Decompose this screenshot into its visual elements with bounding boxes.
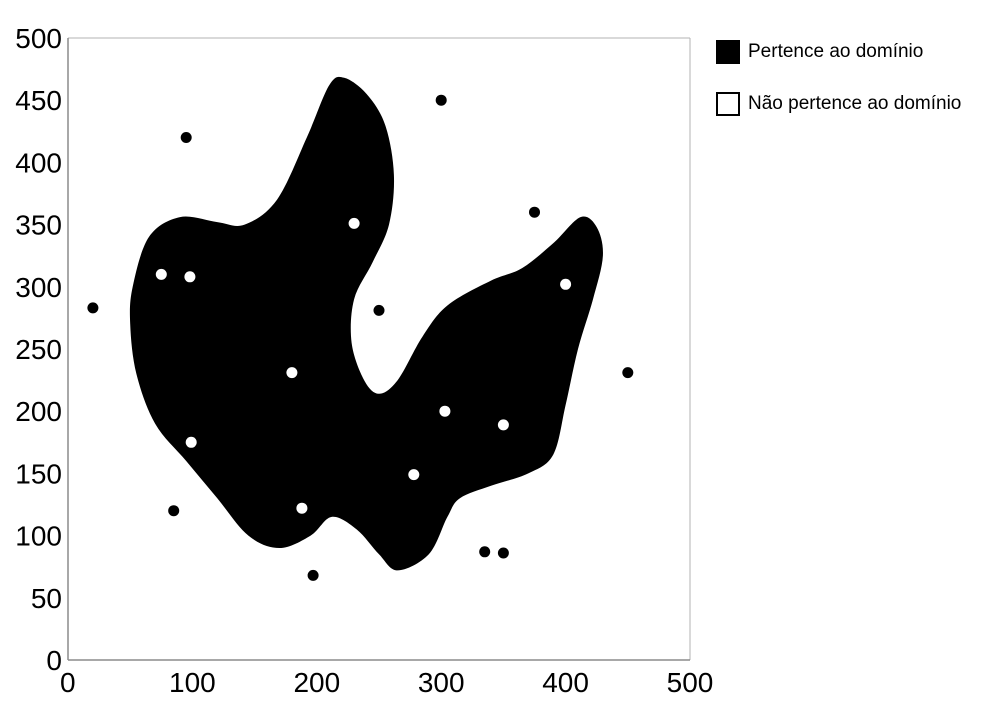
point-not-in-domain	[348, 217, 360, 229]
point-in-domain	[479, 546, 491, 558]
domain-region	[129, 76, 603, 571]
point-not-in-domain	[439, 405, 451, 417]
legend-item-in-domain: Pertence ao domínio	[716, 38, 961, 66]
point-not-in-domain	[155, 268, 167, 280]
point-in-domain	[307, 569, 319, 581]
legend-label-in-domain: Pertence ao domínio	[748, 41, 924, 62]
legend-label-not-in-domain: Não pertence ao domínio	[748, 93, 962, 114]
point-in-domain	[435, 94, 447, 106]
point-not-in-domain	[560, 278, 572, 290]
y-tick-label: 50	[31, 583, 62, 614]
y-tick-label: 100	[15, 521, 62, 552]
x-tick-label: 100	[169, 667, 216, 698]
tick-labels: 0 100 200 300 400 500 0 50 100 150 200 250 300 350 400…	[15, 23, 713, 698]
legend-swatch-not-in-domain	[716, 92, 740, 116]
y-tick-label: 200	[15, 396, 62, 427]
point-in-domain	[180, 132, 192, 143]
x-tick-label: 500	[667, 667, 714, 698]
point-in-domain	[87, 302, 99, 314]
y-tick-label: 300	[15, 272, 62, 303]
point-not-in-domain	[497, 419, 509, 431]
y-tick-label: 0	[46, 645, 62, 676]
point-in-domain	[622, 367, 634, 379]
legend: Pertence ao domínio Não pertence ao domí…	[716, 38, 961, 142]
point-not-in-domain	[185, 436, 197, 448]
axes	[67, 37, 691, 661]
point-not-in-domain	[184, 271, 196, 283]
point-not-in-domain	[408, 469, 420, 481]
legend-item-not-in-domain: Não pertence ao domínio	[716, 90, 961, 118]
y-tick-label: 350	[15, 210, 62, 241]
point-not-in-domain	[296, 502, 308, 514]
point-in-domain	[529, 206, 540, 218]
y-tick-label: 450	[15, 85, 62, 116]
x-tick-label: 0	[60, 667, 76, 698]
point-not-in-domain	[286, 367, 298, 379]
y-tick-label: 500	[15, 23, 62, 54]
point-in-domain	[497, 547, 509, 559]
x-tick-label: 200	[293, 667, 340, 698]
y-tick-label: 250	[15, 334, 62, 365]
x-tick-label: 300	[418, 667, 465, 698]
point-in-domain	[373, 304, 385, 316]
y-tick-label: 400	[15, 147, 62, 178]
legend-swatch-in-domain	[716, 40, 740, 64]
point-in-domain	[168, 505, 180, 517]
x-tick-label: 400	[542, 667, 589, 698]
domain-region-layer	[129, 76, 603, 571]
data-points	[87, 94, 634, 581]
y-tick-label: 150	[15, 458, 62, 489]
